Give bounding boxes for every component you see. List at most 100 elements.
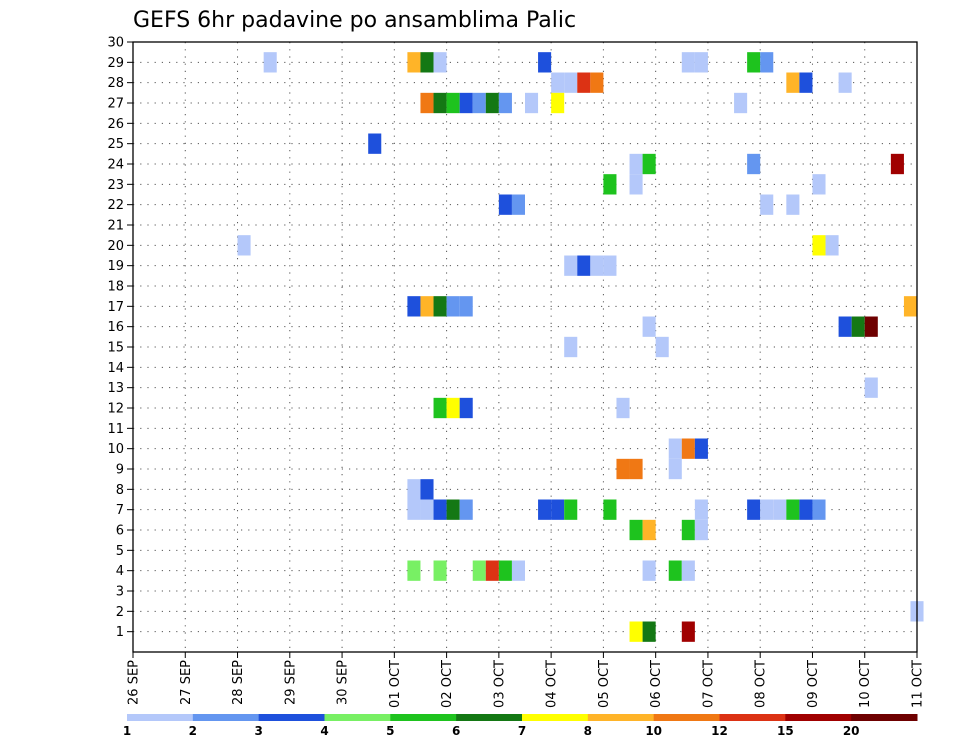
heatmap-cell [786,194,800,215]
heatmap-cell [799,72,813,93]
colorbar-swatch [587,714,655,721]
y-tick-label: 29 [107,56,124,71]
heatmap-cell [668,560,682,581]
x-tick-label: 02 OCT [440,660,455,708]
x-axis: 26 SEP 27 SEP 28 SEP 29 SEP 30 SEP 01 OCT 02 O… [127,652,926,708]
heatmap-cell [681,519,695,541]
y-tick-label: 27 [107,97,124,112]
y-tick-label: 14 [107,361,124,376]
heatmap-cell [420,52,434,73]
y-tick-label: 22 [107,198,124,213]
heatmap-cell [629,458,643,480]
y-tick-label: 6 [116,524,124,539]
heatmap-cell [642,519,656,541]
heatmap-cell [511,194,525,215]
colorbar-swatch [456,714,523,721]
heatmap-cell [551,92,565,114]
x-tick-label: 10 OCT [858,660,873,708]
x-tick-label: 01 OCT [388,660,403,708]
heatmap-cell [263,52,277,73]
heatmap-cell [760,499,774,520]
x-tick-label: 28 SEP [231,660,246,705]
y-axis: 1234567891011121314151617181920212223242… [107,36,133,640]
y-tick-label: 23 [107,178,124,193]
heatmap-cell [433,92,447,114]
chart-title: GEFS 6hr padavine po ansamblima Palic [133,8,576,33]
heatmap-cell [498,560,512,581]
y-tick-label: 2 [116,605,124,620]
colorbar-label: 6 [452,724,460,738]
heatmap-cell [694,499,708,520]
heatmap-cell [616,397,630,419]
heatmap-cell [590,72,604,93]
y-tick-label: 13 [107,381,124,396]
heatmap-cell [668,438,682,459]
y-tick-label: 8 [116,483,124,498]
heatmap-cell [564,72,578,93]
x-tick-label: 11 OCT [911,660,926,708]
y-tick-label: 17 [107,300,124,315]
heatmap-cell [237,235,251,256]
colorbar-label: 7 [518,724,526,738]
heatmap-cell [538,52,552,73]
heatmap-cell [760,194,774,215]
heatmap-cell [734,92,748,114]
colorbar-label: 10 [645,724,662,738]
heatmap-cell [629,174,643,195]
colorbar-swatch [719,714,786,721]
heatmap-cell [446,397,460,419]
x-tick-label: 09 OCT [806,660,821,708]
heatmap-cell [903,296,917,317]
colorbar-label: 8 [584,724,592,738]
heatmap-cell [616,458,630,480]
colorbar-label: 12 [711,724,728,738]
heatmap-cell [433,499,447,520]
y-tick-label: 9 [116,463,124,478]
y-tick-label: 21 [107,219,124,234]
y-tick-label: 4 [116,564,124,579]
heatmap-cell [603,255,617,276]
colorbar-swatch [127,714,194,721]
heatmap-cell [812,174,826,195]
colorbar-label: 4 [320,724,328,738]
heatmap-cell [577,72,591,93]
heatmap-cell [603,174,617,195]
heatmap-cell [485,560,499,581]
heatmap-cell [681,621,695,642]
heatmap-cell [368,133,382,154]
heatmap-cell [538,499,552,520]
y-tick-label: 3 [116,585,124,600]
y-tick-label: 12 [107,402,124,417]
x-tick-label: 05 OCT [597,660,612,708]
x-tick-label: 29 SEP [283,660,298,705]
heatmap-cell [864,377,878,398]
y-tick-label: 15 [107,341,124,356]
heatmap-cell [786,499,800,520]
heatmap-cell [694,519,708,541]
colorbar-label: 2 [189,724,197,738]
heatmap-cell [564,499,578,520]
heatmap-cell [694,438,708,459]
y-tick-label: 1 [116,625,124,640]
heatmap-cell [864,316,878,337]
heatmap-cell [433,397,447,419]
heatmap-cell [668,458,682,480]
heatmap-cell [681,52,695,73]
heatmap-cell [812,499,826,520]
heatmap-cell [655,336,669,358]
heatmap-cell [642,316,656,337]
x-tick-label: 06 OCT [649,660,664,708]
colorbar-swatch [192,714,260,721]
colorbar-label: 3 [254,724,262,738]
heatmap-cell [433,296,447,317]
heatmap-cell [420,296,434,317]
x-tick-label: 30 SEP [336,660,351,705]
heatmap-cell [472,560,486,581]
x-tick-label: 27 SEP [179,660,194,705]
y-tick-label: 25 [107,137,124,152]
heatmap-cell [564,255,578,276]
y-tick-label: 20 [107,239,124,254]
heatmap-cell [681,560,695,581]
heatmap-cell [564,336,578,358]
